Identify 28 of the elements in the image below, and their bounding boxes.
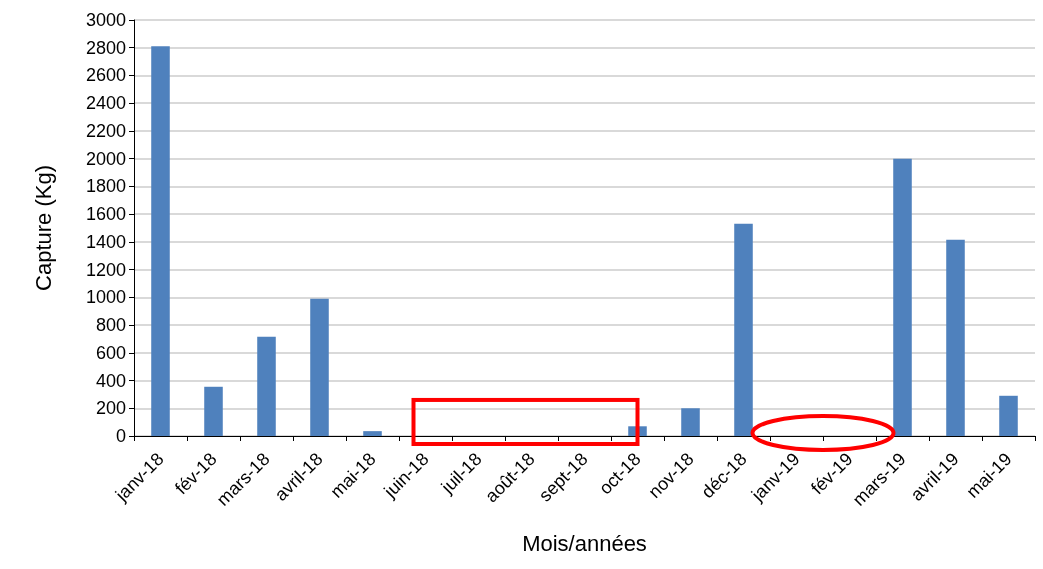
bar bbox=[946, 239, 965, 436]
y-tick-label: 2800 bbox=[85, 37, 126, 58]
bar bbox=[310, 298, 329, 436]
y-tick-label: 200 bbox=[95, 398, 126, 419]
bar bbox=[363, 431, 382, 436]
y-tick-label: 600 bbox=[95, 342, 126, 363]
y-axis-title: Capture (Kg) bbox=[30, 165, 56, 291]
bar bbox=[681, 408, 700, 436]
y-tick-label: 2000 bbox=[85, 148, 126, 169]
bar bbox=[893, 158, 912, 436]
y-tick-label: 0 bbox=[115, 426, 126, 446]
bar bbox=[151, 46, 170, 436]
y-tick-label: 1200 bbox=[85, 259, 126, 280]
y-tick-label: 1800 bbox=[85, 176, 126, 197]
bar bbox=[999, 395, 1018, 436]
y-tick-label: 800 bbox=[95, 315, 126, 336]
y-tick-label: 1000 bbox=[85, 287, 126, 308]
bar bbox=[204, 386, 223, 436]
y-tick-label: 2200 bbox=[85, 120, 126, 141]
y-tick-label: 3000 bbox=[85, 10, 126, 30]
y-tick-label: 2600 bbox=[85, 65, 126, 86]
y-tick-label: 1600 bbox=[85, 204, 126, 225]
y-tick-label: 1400 bbox=[85, 231, 126, 252]
bar bbox=[257, 336, 276, 436]
y-tick-label: 2400 bbox=[85, 93, 126, 114]
bar bbox=[734, 223, 753, 436]
x-axis-title: Mois/années bbox=[522, 530, 647, 556]
y-tick-label: 400 bbox=[95, 370, 126, 391]
